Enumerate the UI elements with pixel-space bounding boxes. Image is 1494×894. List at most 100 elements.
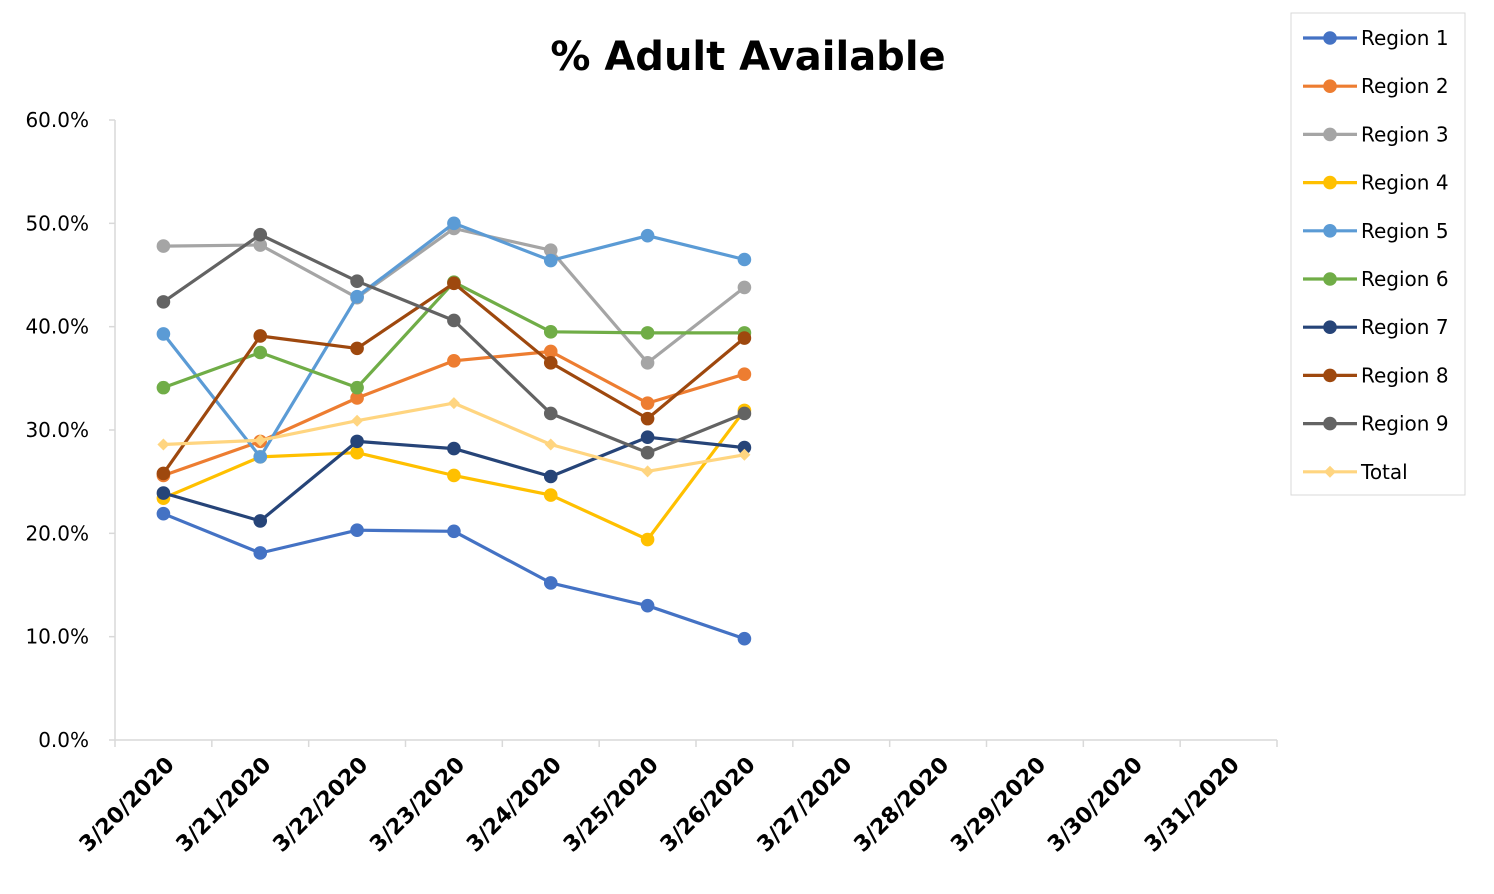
legend-swatch-marker [1323, 416, 1337, 431]
data-point [543, 253, 558, 268]
data-point [640, 532, 655, 547]
legend-label: Region 9 [1361, 412, 1449, 436]
legend-swatch-marker [1323, 320, 1337, 335]
data-point [253, 546, 268, 560]
data-point [640, 326, 655, 340]
series-group [156, 506, 752, 646]
data-point [156, 327, 171, 341]
x-tick-label: 3/22/2020 [269, 753, 374, 858]
series-line [161, 226, 747, 365]
series-group [156, 216, 752, 464]
data-point [254, 434, 267, 447]
data-point [640, 228, 655, 243]
data-point [350, 445, 364, 460]
data-point [640, 430, 655, 445]
legend-label: Region 3 [1361, 122, 1449, 146]
x-tick-label: 3/27/2020 [753, 753, 858, 858]
chart-title: % Adult Available [550, 34, 945, 80]
y-tick-label: 20.0% [25, 521, 89, 545]
legend-swatch-marker [1323, 127, 1337, 142]
series-line [161, 233, 747, 455]
data-point [543, 344, 558, 359]
legend-entry: Region 1 [1303, 26, 1449, 50]
legend-swatch-marker [1324, 465, 1336, 478]
data-point [447, 353, 461, 368]
x-tick-label: 3/31/2020 [1140, 753, 1245, 858]
series-layer [156, 216, 752, 646]
series-group [156, 227, 752, 460]
data-point [156, 239, 171, 253]
axes-layer: 0.0% 10.0% 20.0% 30.0% 40.0% 50.0% 60.0% 3/20/2… [25, 108, 1278, 858]
y-tick-label: 0.0% [38, 728, 89, 752]
series-group [156, 275, 752, 395]
legend-swatch-marker [1323, 175, 1337, 190]
data-point [640, 396, 655, 410]
data-point [543, 356, 558, 370]
data-point [350, 341, 364, 356]
series-group [156, 430, 752, 528]
data-point [350, 274, 364, 289]
series-line [161, 349, 747, 478]
data-point [253, 514, 268, 528]
x-tick-label: 3/21/2020 [172, 753, 277, 858]
data-point [640, 356, 655, 370]
data-point [641, 465, 654, 478]
series-group [157, 397, 751, 478]
legend-swatch-marker [1323, 368, 1337, 383]
data-point [543, 325, 558, 339]
legend-label: Region 5 [1361, 219, 1449, 243]
data-point [350, 434, 364, 449]
data-point [350, 289, 364, 304]
data-point [253, 329, 268, 343]
legend-entry: Region 5 [1303, 219, 1449, 243]
legend-entry: Region 7 [1303, 315, 1449, 339]
data-point [737, 440, 752, 455]
data-point [544, 438, 557, 451]
legend-entry: Total [1303, 460, 1408, 484]
data-point [737, 331, 752, 345]
legend-swatch-marker [1323, 272, 1337, 286]
data-point [253, 450, 268, 464]
data-point [447, 313, 461, 328]
data-point [156, 380, 171, 395]
data-point [156, 295, 171, 309]
data-point [738, 448, 751, 461]
data-point [447, 524, 461, 539]
legend-entry: Region 4 [1303, 171, 1449, 195]
data-point [543, 488, 558, 502]
x-tick-label: 3/28/2020 [850, 753, 955, 858]
legend-swatch-marker [1323, 79, 1337, 93]
data-point [737, 367, 752, 382]
data-point [737, 252, 752, 267]
x-tick-label: 3/20/2020 [75, 753, 180, 858]
legend-entry: Region 8 [1303, 363, 1449, 387]
data-point [156, 466, 171, 481]
data-point [640, 411, 655, 426]
legend: Region 1 Region 2 Region 3 Region 4 Region 5… [1290, 12, 1466, 496]
legend-label: Region 1 [1361, 26, 1449, 50]
data-point [447, 216, 461, 231]
series-line [161, 221, 747, 459]
data-point [447, 441, 461, 456]
y-tick-label: 60.0% [25, 108, 89, 132]
data-point [447, 276, 461, 291]
data-point [543, 243, 558, 257]
data-point [253, 238, 268, 252]
x-tick-label: 3/24/2020 [462, 753, 567, 858]
legend-entry: Region 3 [1303, 122, 1449, 146]
legend-label: Region 6 [1361, 267, 1449, 291]
y-tick-label: 30.0% [25, 418, 89, 442]
legend-label: Region 2 [1361, 74, 1449, 98]
data-point [640, 598, 655, 613]
data-point [543, 469, 558, 484]
legend-label: Region 8 [1361, 363, 1449, 387]
legend-frame [1290, 12, 1466, 496]
y-tick-label: 40.0% [25, 315, 89, 339]
data-point [737, 280, 752, 295]
x-tick-label: 3/26/2020 [656, 753, 761, 858]
data-point [543, 576, 558, 590]
data-point [737, 406, 752, 421]
data-point [156, 486, 171, 500]
x-tick-label: 3/23/2020 [365, 753, 470, 858]
